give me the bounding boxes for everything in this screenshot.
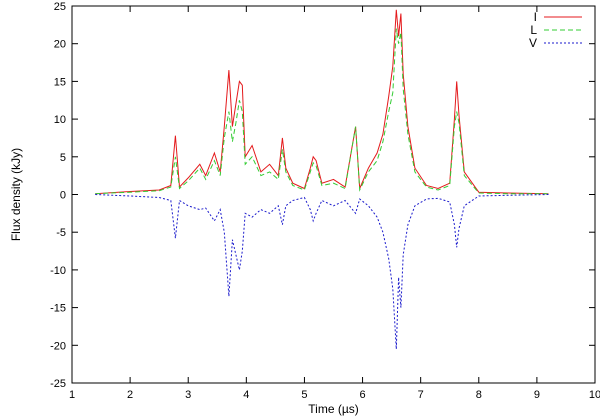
y-tick-label: 10 <box>54 114 66 126</box>
y-tick-label: 0 <box>60 190 66 202</box>
y-tick-label: -5 <box>56 227 66 239</box>
y-tick-label: -25 <box>50 378 66 390</box>
y-tick-label: 15 <box>54 76 66 88</box>
x-tick-label: 8 <box>476 389 482 401</box>
x-tick-label: 6 <box>359 389 365 401</box>
legend-label-i: I <box>534 10 537 24</box>
x-tick-label: 3 <box>185 389 191 401</box>
y-axis-title: Flux density (kJy) <box>9 148 23 241</box>
plot-frame <box>71 5 596 384</box>
legend: ILV <box>529 10 582 50</box>
y-tick-label: -20 <box>50 340 66 352</box>
x-axis-title: Time (µs) <box>308 402 358 416</box>
x-tick-label: 1 <box>69 389 75 401</box>
series-line-v <box>95 194 549 350</box>
x-tick-label: 7 <box>418 389 424 401</box>
x-tick-label: 9 <box>534 389 540 401</box>
y-tick-label: 25 <box>54 1 66 13</box>
legend-label-l: L <box>530 23 537 37</box>
x-tick-label: 10 <box>589 389 600 401</box>
legend-label-v: V <box>529 36 537 50</box>
y-tick-label: 5 <box>60 152 66 164</box>
x-tick-label: 4 <box>243 389 249 401</box>
x-tick-label: 2 <box>127 389 133 401</box>
y-tick-label: -10 <box>50 265 66 277</box>
series-line-i <box>95 9 549 195</box>
y-tick-label: 20 <box>54 39 66 51</box>
axes-layer: 1 2 3 4 5 6 7 8 9 10 -25 -20 -15 -10 -5 0 5 10 15 20 25 <box>50 1 600 401</box>
x-tick-label: 5 <box>301 389 307 401</box>
series-line-l <box>95 28 549 195</box>
y-tick-label: -15 <box>50 303 66 315</box>
series-layer <box>95 9 549 350</box>
